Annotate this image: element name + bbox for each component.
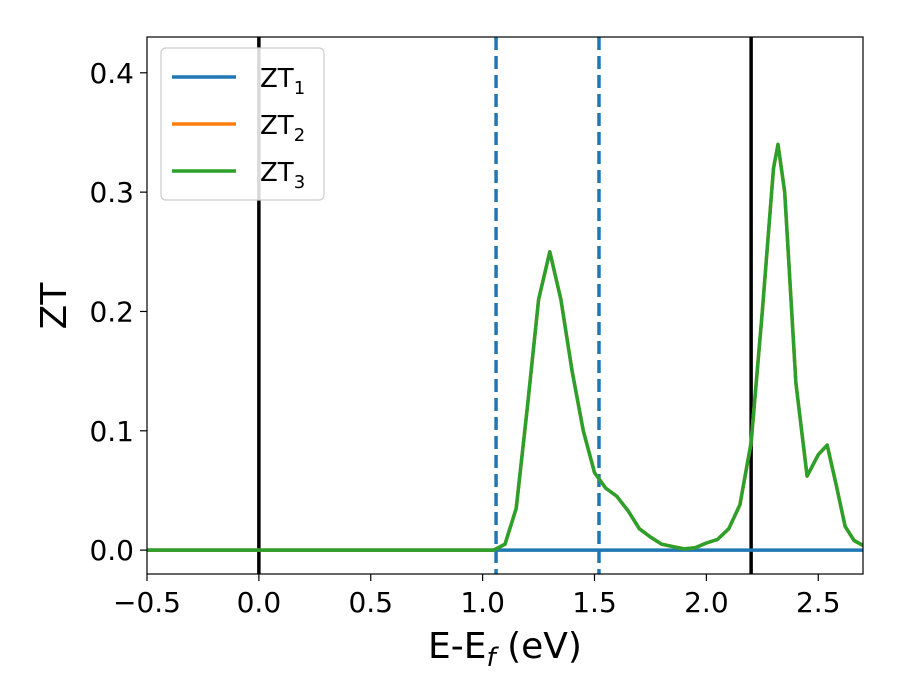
y-tick-label: 0.0 bbox=[89, 534, 134, 567]
y-tick-label: 0.2 bbox=[89, 295, 134, 328]
x-tick-label: 2.5 bbox=[796, 586, 841, 619]
x-tick-label: 2.0 bbox=[684, 586, 729, 619]
reference-lines bbox=[257, 37, 753, 574]
plot-frame bbox=[146, 36, 864, 575]
series-line-zt2 bbox=[147, 142, 863, 552]
y-axis-title: ZT bbox=[34, 282, 75, 330]
legend-label: ZT1 bbox=[260, 64, 305, 99]
x-tick-label: 0.5 bbox=[348, 586, 393, 619]
legend: ZT1 ZT2 ZT3 bbox=[160, 47, 325, 201]
x-tick-label: 1.0 bbox=[460, 586, 505, 619]
x-axis-title: E-Ef (eV) bbox=[428, 626, 582, 673]
x-axis-ticks: −0.5 0.0 0.5 1.0 1.5 2.0 2.5 bbox=[113, 574, 841, 619]
y-axis-ticks: 0.0 0.1 0.2 0.3 0.4 bbox=[89, 57, 147, 567]
series-lines bbox=[147, 142, 863, 552]
series-line-zt3 bbox=[147, 142, 863, 552]
y-tick-label: 0.3 bbox=[89, 176, 134, 209]
y-tick-label: 0.4 bbox=[89, 57, 134, 90]
x-tick-label: 0.0 bbox=[237, 586, 282, 619]
y-tick-label: 0.1 bbox=[89, 415, 134, 448]
x-tick-label: −0.5 bbox=[113, 586, 181, 619]
legend-label: ZT3 bbox=[260, 158, 305, 193]
x-tick-label: 1.5 bbox=[572, 586, 617, 619]
legend-box bbox=[160, 47, 325, 201]
legend-label: ZT2 bbox=[260, 111, 305, 146]
